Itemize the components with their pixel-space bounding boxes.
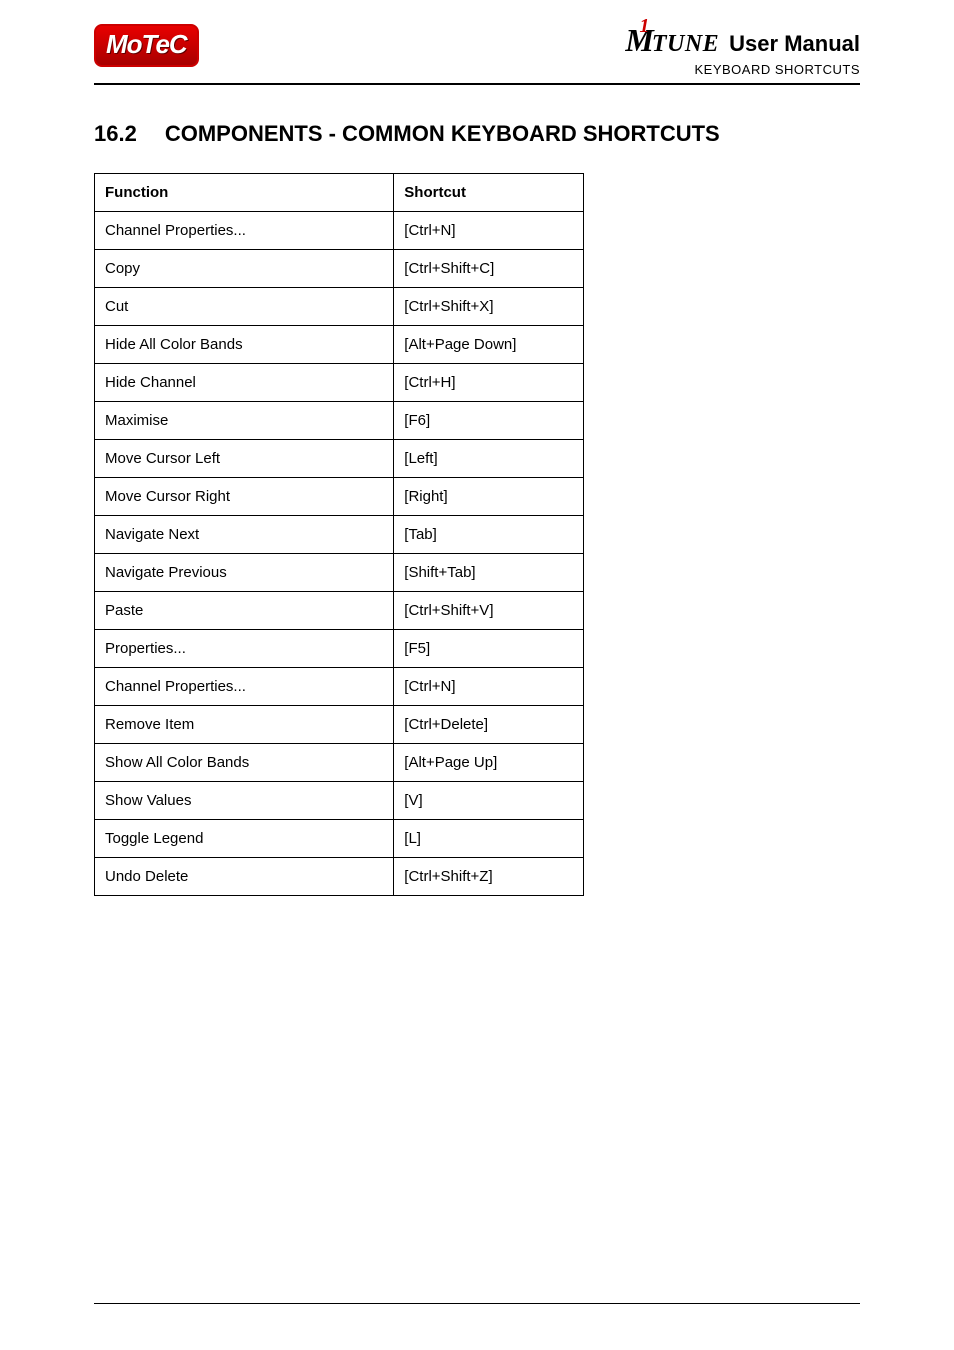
cell-function: Undo Delete	[95, 858, 394, 896]
header-right: M 1 TUNE User Manual KEYBOARD SHORTCUTS	[625, 24, 860, 77]
table-row: Undo Delete[Ctrl+Shift+Z]	[95, 858, 584, 896]
table-body: Channel Properties...[Ctrl+N] Copy[Ctrl+…	[95, 212, 584, 896]
cell-function: Paste	[95, 592, 394, 630]
table-row: Move Cursor Left[Left]	[95, 440, 584, 478]
cell-shortcut: [Left]	[394, 440, 584, 478]
col-header-shortcut: Shortcut	[394, 174, 584, 212]
cell-function: Navigate Previous	[95, 554, 394, 592]
cell-function: Maximise	[95, 402, 394, 440]
cell-shortcut: [Right]	[394, 478, 584, 516]
col-header-function: Function	[95, 174, 394, 212]
cell-shortcut: [F6]	[394, 402, 584, 440]
cell-function: Copy	[95, 250, 394, 288]
cell-shortcut: [Ctrl+N]	[394, 212, 584, 250]
page-header: MoTeC M 1 TUNE User Manual KEYBOARD SHOR…	[94, 24, 860, 85]
table-row: Navigate Next[Tab]	[95, 516, 584, 554]
table-row: Properties...[F5]	[95, 630, 584, 668]
section-number: 16.2	[94, 121, 137, 147]
cell-shortcut: [Ctrl+Shift+Z]	[394, 858, 584, 896]
cell-function: Hide Channel	[95, 364, 394, 402]
cell-shortcut: [Tab]	[394, 516, 584, 554]
table-row: Navigate Previous[Shift+Tab]	[95, 554, 584, 592]
cell-function: Channel Properties...	[95, 212, 394, 250]
brand-one: 1	[639, 16, 649, 36]
table-row: Cut[Ctrl+Shift+X]	[95, 288, 584, 326]
table-row: Paste[Ctrl+Shift+V]	[95, 592, 584, 630]
table-row: Channel Properties...[Ctrl+N]	[95, 668, 584, 706]
cell-function: Properties...	[95, 630, 394, 668]
brand-tune: TUNE	[652, 31, 719, 57]
cell-shortcut: [Ctrl+Shift+X]	[394, 288, 584, 326]
table-row: Hide All Color Bands[Alt+Page Down]	[95, 326, 584, 364]
cell-function: Move Cursor Right	[95, 478, 394, 516]
header-subtitle: KEYBOARD SHORTCUTS	[625, 62, 860, 77]
cell-function: Move Cursor Left	[95, 440, 394, 478]
user-manual-label: User Manual	[729, 31, 860, 57]
table-row: Toggle Legend[L]	[95, 820, 584, 858]
cell-function: Cut	[95, 288, 394, 326]
table-row: Hide Channel[Ctrl+H]	[95, 364, 584, 402]
cell-shortcut: [Ctrl+H]	[394, 364, 584, 402]
table-row: Copy[Ctrl+Shift+C]	[95, 250, 584, 288]
cell-function: Hide All Color Bands	[95, 326, 394, 364]
table-row: Show All Color Bands[Alt+Page Up]	[95, 744, 584, 782]
cell-shortcut: [Shift+Tab]	[394, 554, 584, 592]
cell-function: Channel Properties...	[95, 668, 394, 706]
cell-function: Show All Color Bands	[95, 744, 394, 782]
cell-shortcut: [Alt+Page Down]	[394, 326, 584, 364]
table-row: Show Values[V]	[95, 782, 584, 820]
table-header-row: Function Shortcut	[95, 174, 584, 212]
cell-function: Remove Item	[95, 706, 394, 744]
cell-shortcut: [L]	[394, 820, 584, 858]
cell-function: Toggle Legend	[95, 820, 394, 858]
page: MoTeC M 1 TUNE User Manual KEYBOARD SHOR…	[0, 0, 954, 1350]
cell-function: Show Values	[95, 782, 394, 820]
cell-shortcut: [Ctrl+Shift+V]	[394, 592, 584, 630]
cell-shortcut: [Ctrl+Delete]	[394, 706, 584, 744]
table-row: Maximise[F6]	[95, 402, 584, 440]
cell-shortcut: [V]	[394, 782, 584, 820]
cell-shortcut: [Alt+Page Up]	[394, 744, 584, 782]
table-row: Move Cursor Right[Right]	[95, 478, 584, 516]
table-row: Remove Item[Ctrl+Delete]	[95, 706, 584, 744]
logo-badge: MoTeC	[94, 24, 199, 67]
cell-function: Navigate Next	[95, 516, 394, 554]
cell-shortcut: [Ctrl+N]	[394, 668, 584, 706]
footer-rule	[94, 1303, 860, 1304]
brand-m-icon: M 1	[625, 24, 653, 56]
brand-mark: M 1 TUNE	[625, 24, 719, 58]
table-row: Channel Properties...[Ctrl+N]	[95, 212, 584, 250]
section-title: COMPONENTS - COMMON KEYBOARD SHORTCUTS	[165, 121, 720, 147]
cell-shortcut: [F5]	[394, 630, 584, 668]
logo-text: MoTeC	[106, 29, 187, 59]
section-heading: 16.2 COMPONENTS - COMMON KEYBOARD SHORTC…	[94, 121, 860, 147]
logo: MoTeC	[94, 24, 199, 67]
cell-shortcut: [Ctrl+Shift+C]	[394, 250, 584, 288]
brand-line: M 1 TUNE User Manual	[625, 24, 860, 58]
shortcuts-table: Function Shortcut Channel Properties...[…	[94, 173, 584, 896]
